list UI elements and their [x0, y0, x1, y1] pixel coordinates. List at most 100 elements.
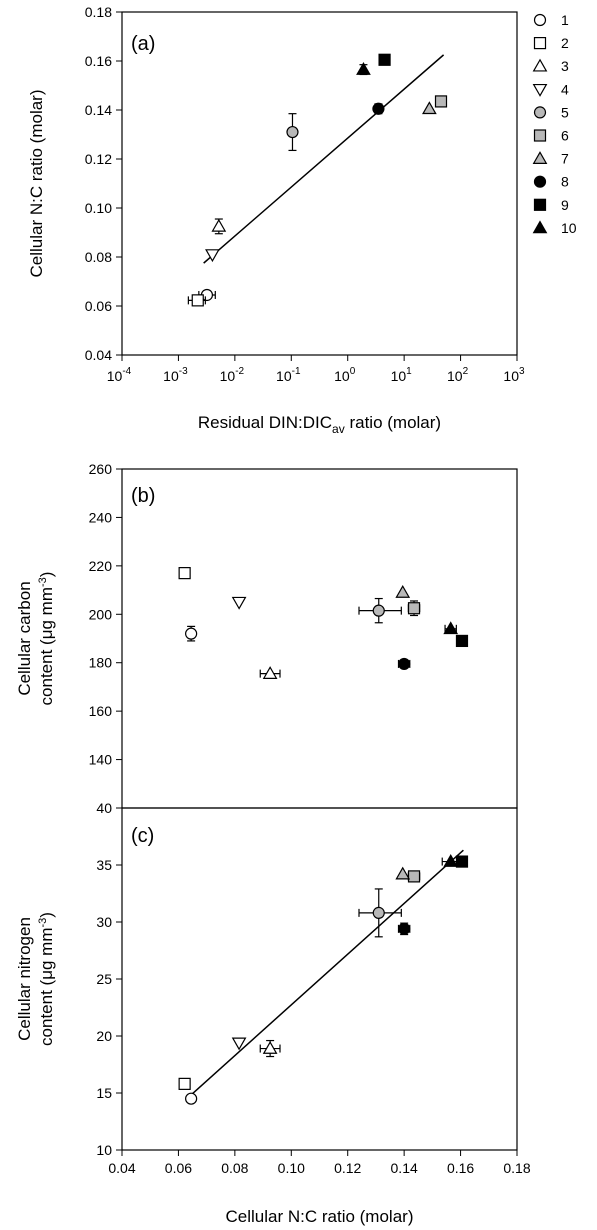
y-tick-label: 20 — [96, 1028, 112, 1044]
regression-line — [186, 849, 464, 1100]
y-tick-label: 40 — [96, 800, 112, 816]
y-tick-label: 0.06 — [85, 298, 112, 314]
marker-3 — [211, 218, 227, 232]
legend-item-1: 1 — [533, 12, 569, 28]
data-point-1 — [185, 1092, 198, 1105]
marker-6 — [434, 95, 448, 108]
legend-label: 8 — [561, 174, 569, 190]
marker-3 — [262, 1041, 278, 1054]
y-tick-label: 25 — [96, 971, 112, 987]
x-tick-exponent: -1 — [292, 366, 301, 377]
data-point-3 — [259, 666, 281, 679]
data-point-2 — [178, 567, 191, 580]
x-tick-exponent: 1 — [406, 366, 412, 377]
legend-label: 10 — [561, 220, 577, 236]
x-tick-label: 10-3 — [163, 366, 188, 384]
data-point-6 — [434, 95, 448, 108]
x-tick-label: 10-2 — [220, 366, 245, 384]
data-point-7 — [422, 101, 437, 115]
data-point-4 — [205, 249, 220, 263]
data-point-5 — [358, 888, 402, 938]
legend-marker-3 — [532, 58, 548, 72]
x-tick-label: 0.06 — [165, 1160, 192, 1176]
x-tick-label: 0.18 — [503, 1160, 530, 1176]
y-tick-label: 0.18 — [85, 4, 112, 20]
y-tick-label: 15 — [96, 1085, 112, 1101]
data-point-2 — [187, 294, 206, 307]
x-axis-title: Residual DIN:DICav ratio (molar) — [198, 413, 441, 436]
data-point-3 — [259, 1039, 281, 1058]
legend-item-4: 4 — [532, 81, 569, 97]
legend-label: 6 — [561, 128, 569, 144]
panel-c: 10 15 20 25 30 35 40 0.04 0.06 0.08 0.10 0.12 0.14 0.… — [15, 800, 531, 1226]
x-axis-title-suffix: ratio (molar) — [345, 413, 441, 432]
legend-label: 1 — [561, 12, 569, 28]
data-point-5 — [358, 597, 402, 624]
marker-1 — [185, 1092, 198, 1105]
panel-label-b: (b) — [131, 485, 155, 507]
legend-marker-2 — [533, 36, 547, 50]
y-axis-title-line1: Cellular carbon — [15, 581, 34, 695]
x-tick-label: 0.12 — [334, 1160, 361, 1176]
marker-3 — [262, 666, 278, 679]
marker-2 — [178, 1077, 191, 1090]
y-tick-label: 0.16 — [85, 53, 112, 69]
y-tick-label: 0.08 — [85, 249, 112, 265]
data-point-10 — [441, 854, 460, 867]
y-axis-title-line2-suffix: ) — [37, 572, 56, 578]
y-axis-title-line2: content (μg mm-3) — [37, 912, 56, 1046]
panel-b: 140 160 180 200 220 240 260 Cellular carbon cont… — [15, 461, 518, 809]
marker-10 — [356, 62, 371, 75]
marker-9 — [378, 53, 391, 66]
data-point-10 — [356, 62, 371, 76]
y-tick-label: 160 — [89, 703, 113, 719]
legend-item-10: 10 — [532, 220, 577, 236]
data-point-1 — [185, 625, 198, 642]
y-tick-label: 0.04 — [85, 347, 112, 363]
y-tick-label: 0.12 — [85, 151, 112, 167]
marker-6 — [407, 870, 421, 883]
marker-6 — [407, 602, 421, 615]
legend-marker-4 — [532, 83, 548, 97]
legend-marker-9 — [533, 198, 547, 211]
x-tick-label: 103 — [503, 366, 525, 384]
marker-4 — [231, 1037, 247, 1051]
x-tick-base: 10 — [276, 368, 292, 384]
x-tick-exponent: 2 — [463, 366, 469, 377]
panel-label-c: (c) — [131, 825, 154, 847]
legend: 1 2 3 4 5 6 7 8 9 10 — [532, 12, 577, 236]
y-tick-label: 260 — [89, 461, 113, 477]
marker-1 — [185, 627, 198, 640]
legend-item-6: 6 — [533, 128, 569, 144]
y-tick-label: 0.14 — [85, 102, 112, 118]
y-tick-label: 240 — [89, 509, 113, 525]
marker-9 — [455, 634, 469, 648]
legend-item-7: 7 — [532, 151, 569, 167]
y-axis-title-line2: content (μg mm-3) — [37, 572, 56, 706]
marker-5 — [286, 125, 299, 139]
x-tick-base: 10 — [447, 368, 463, 384]
marker-7 — [422, 101, 437, 115]
legend-label: 2 — [561, 35, 569, 51]
data-point-9 — [455, 634, 469, 648]
y-tick-label: 0.10 — [85, 200, 112, 216]
marker-2 — [191, 294, 204, 307]
x-tick-base: 10 — [220, 368, 236, 384]
y-tick-label: 180 — [89, 655, 113, 671]
x-axis-title: Cellular N:C ratio (molar) — [226, 1207, 414, 1226]
x-axis-title-subscript: av — [332, 422, 345, 436]
x-tick-label: 10-1 — [276, 366, 301, 384]
x-tick-exponent: 3 — [519, 366, 525, 377]
data-point-4 — [231, 596, 247, 610]
data-point-4 — [231, 1037, 247, 1051]
marker-4 — [205, 249, 220, 263]
data-point-8 — [397, 922, 411, 936]
legend-item-9: 9 — [533, 197, 569, 213]
y-axis-title-line2-sup: -3 — [37, 577, 49, 587]
x-axis-title-main: Residual DIN:DIC — [198, 413, 332, 432]
x-tick-base: 10 — [107, 368, 123, 384]
y-axis-title-line2-prefix: content (μg mm — [37, 928, 56, 1046]
legend-item-8: 8 — [533, 174, 569, 190]
legend-marker-8 — [533, 175, 547, 188]
